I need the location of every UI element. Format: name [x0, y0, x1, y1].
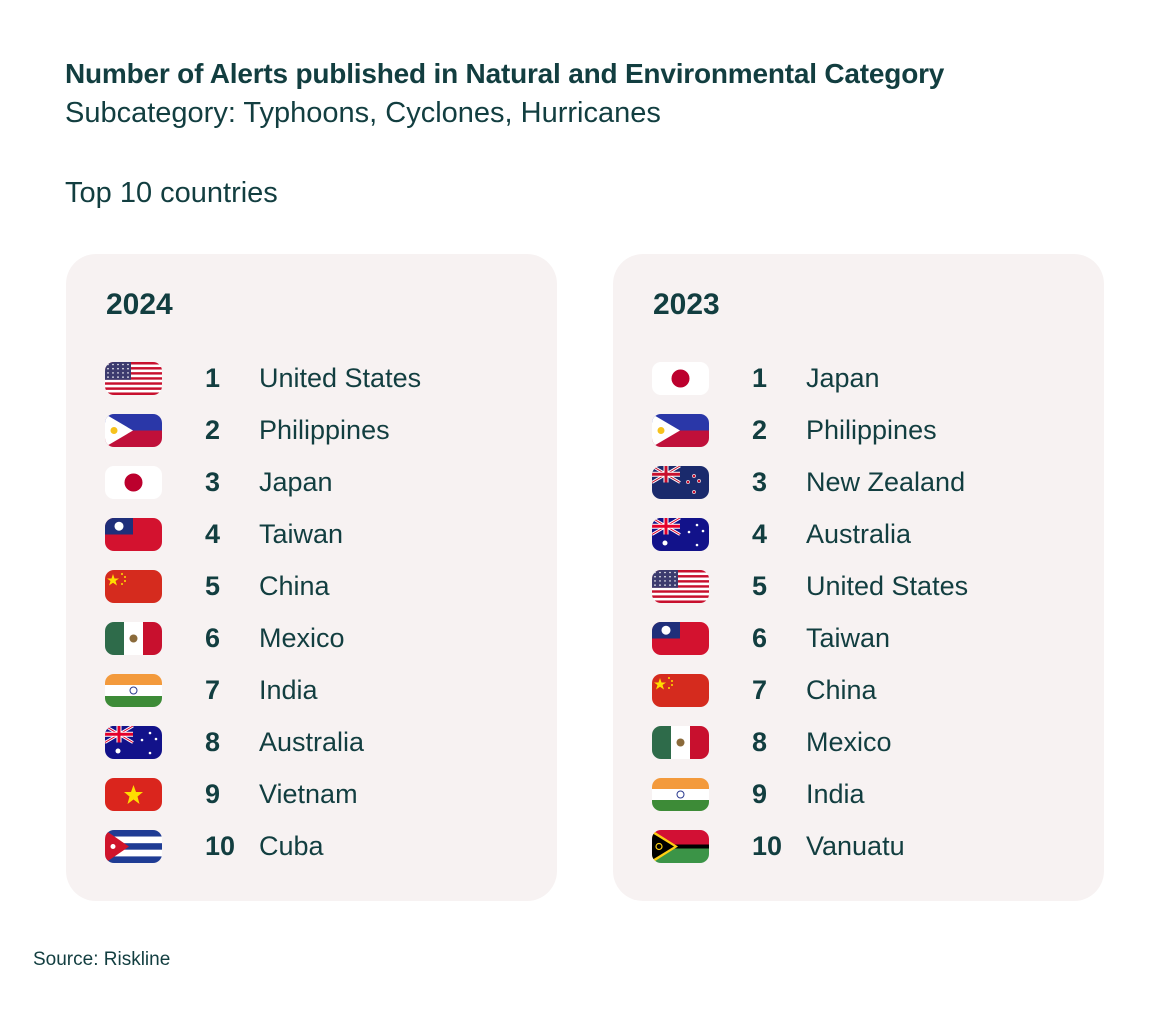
country-name: United States: [806, 570, 969, 601]
list-item: 8 Australia: [105, 716, 364, 768]
list-item: 6 Taiwan: [652, 612, 890, 664]
flag-ph-icon: [105, 413, 162, 447]
ranking-list: 1 United States 2 Philippines 3 Japan 4 …: [105, 352, 421, 872]
flag-tw-icon: [652, 621, 709, 655]
flag-us-icon: [652, 569, 709, 603]
flag-jp-icon: [105, 465, 162, 499]
flag-cn-icon: [105, 569, 162, 603]
rank-number: 3: [205, 466, 221, 497]
country-name: Taiwan: [806, 622, 891, 653]
country-name: Cuba: [259, 830, 324, 861]
flag-au-icon: [652, 517, 709, 551]
flag-ph-icon: [652, 413, 709, 447]
list-item: 9 Vietnam: [105, 768, 358, 820]
section-label: Top 10 countries: [65, 177, 278, 209]
page-title: Number of Alerts published in Natural an…: [65, 58, 945, 89]
flag-au-icon: [105, 725, 162, 759]
country-name: China: [806, 674, 877, 705]
list-item: 5 United States: [652, 560, 968, 612]
country-name: Philippines: [259, 414, 390, 445]
list-item: 7 India: [105, 664, 318, 716]
list-item: 1 Japan: [652, 352, 880, 404]
flag-nz-icon: [652, 465, 709, 499]
flag-us-icon: [105, 361, 162, 395]
list-item: 6 Mexico: [105, 612, 345, 664]
country-name: Philippines: [806, 414, 937, 445]
country-name: Vietnam: [259, 778, 358, 809]
ranking-card-2023: 2023 1 Japan 2 Philippines 3 New Zealand…: [613, 254, 1104, 901]
rank-number: 4: [205, 518, 221, 549]
card-year: 2023: [653, 288, 720, 321]
country-name: India: [259, 674, 318, 705]
rank-number: 10: [205, 830, 236, 861]
country-name: Japan: [806, 362, 880, 393]
rank-number: 7: [205, 674, 221, 705]
country-name: Taiwan: [259, 518, 344, 549]
country-name: Australia: [806, 518, 912, 549]
flag-vu-icon: [652, 829, 709, 863]
rank-number: 5: [205, 570, 221, 601]
flag-jp-icon: [652, 361, 709, 395]
list-item: 7 China: [652, 664, 877, 716]
rank-number: 10: [752, 830, 783, 861]
flag-mx-icon: [652, 725, 709, 759]
flag-cu-icon: [105, 829, 162, 863]
card-year: 2024: [106, 288, 173, 321]
country-name: Vanuatu: [806, 830, 905, 861]
flag-in-icon: [652, 777, 709, 811]
rank-number: 8: [205, 726, 221, 757]
list-item: 9 India: [652, 768, 865, 820]
country-name: China: [259, 570, 330, 601]
rank-number: 9: [205, 778, 221, 809]
flag-mx-icon: [105, 621, 162, 655]
list-item: 5 China: [105, 560, 330, 612]
list-item: 1 United States: [105, 352, 421, 404]
country-name: New Zealand: [806, 466, 966, 497]
rank-number: 6: [752, 622, 768, 653]
list-item: 2 Philippines: [652, 404, 937, 456]
list-item: 10 Cuba: [105, 820, 324, 872]
list-item: 4 Australia: [652, 508, 911, 560]
page-subtitle: Subcategory: Typhoons, Cyclones, Hurrica…: [65, 97, 661, 129]
rank-number: 6: [205, 622, 221, 653]
country-name: Japan: [259, 466, 333, 497]
rank-number: 3: [752, 466, 768, 497]
rank-number: 7: [752, 674, 768, 705]
flag-cn-icon: [652, 673, 709, 707]
rank-number: 8: [752, 726, 768, 757]
list-item: 4 Taiwan: [105, 508, 343, 560]
list-item: 8 Mexico: [652, 716, 892, 768]
country-name: United States: [259, 362, 422, 393]
rank-number: 4: [752, 518, 768, 549]
rank-number: 2: [205, 414, 221, 445]
list-item: 3 Japan: [105, 456, 333, 508]
country-name: Mexico: [259, 622, 345, 653]
rank-number: 9: [752, 778, 768, 809]
source-note: Source: Riskline: [33, 949, 171, 970]
list-item: 2 Philippines: [105, 404, 390, 456]
flag-tw-icon: [105, 517, 162, 551]
country-name: Australia: [259, 726, 365, 757]
list-item: 10 Vanuatu: [652, 820, 905, 872]
flag-vn-icon: [105, 777, 162, 811]
flag-in-icon: [105, 673, 162, 707]
country-name: Mexico: [806, 726, 892, 757]
ranking-card-2024: 2024 1 United States 2 Philippines 3 Jap…: [66, 254, 557, 901]
rank-number: 2: [752, 414, 768, 445]
list-item: 3 New Zealand: [652, 456, 965, 508]
rank-number: 5: [752, 570, 768, 601]
rank-number: 1: [205, 362, 221, 393]
ranking-list: 1 Japan 2 Philippines 3 New Zealand 4 Au…: [652, 352, 968, 872]
country-name: India: [806, 778, 865, 809]
rank-number: 1: [752, 362, 768, 393]
